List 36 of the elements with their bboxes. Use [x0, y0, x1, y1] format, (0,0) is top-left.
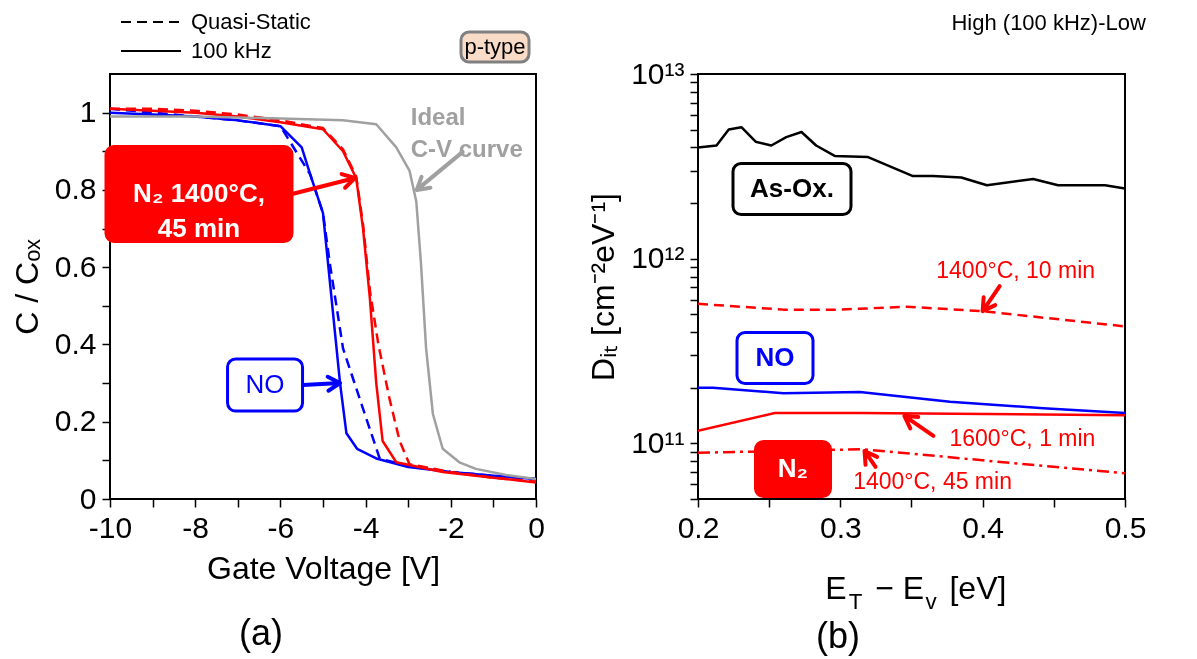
- annotation: Ideal C-V curve: [410, 102, 523, 162]
- x-tick-label: -4: [352, 510, 380, 544]
- y-tick-label: 10¹³: [631, 56, 685, 90]
- chart-title: High (100 kHz)-Low: [951, 10, 1146, 35]
- x-tick-label: -6: [267, 510, 295, 544]
- x-tick-label: 0.3: [819, 510, 862, 544]
- x-axis-title: Gate Voltage [V]: [206, 549, 441, 586]
- y-tick-label: 0.4: [54, 326, 97, 360]
- line-series: [698, 386, 1125, 415]
- annotation: 1600°C, 1 min: [949, 424, 1096, 451]
- x-tick-label: 0.5: [1104, 510, 1147, 544]
- y-axis-title: C / Cₒₓ: [8, 238, 45, 335]
- text: (b): [816, 615, 860, 656]
- annotation: 1400°C, 10 min: [936, 257, 1096, 284]
- y-tick-label: 0.2: [54, 404, 97, 438]
- y-tick-label: 10¹¹: [631, 425, 685, 459]
- y-tick-label: 10¹²: [631, 241, 685, 275]
- y-tick-label: 1: [79, 95, 97, 129]
- x-tick-label: 0.4: [962, 510, 1005, 544]
- x-tick-label: 0.2: [677, 510, 720, 544]
- text: 100 kHz: [191, 38, 272, 63]
- annotation: N₂: [777, 453, 809, 483]
- x-tick-label: -8: [182, 510, 210, 544]
- x-tick-label: 0: [528, 510, 545, 544]
- annotation: NO: [755, 342, 795, 372]
- text: p-type: [464, 34, 526, 59]
- text: (a): [239, 612, 283, 653]
- y-axis-title: Dᵢₜ [cm⁻²eV⁻¹]: [585, 193, 622, 381]
- annotation: 1400°C, 45 min: [853, 467, 1012, 494]
- text: Quasi-Static: [191, 9, 311, 34]
- x-tick-label: -2: [437, 510, 465, 544]
- annotation: As-Ox.: [750, 173, 834, 203]
- y-tick-label: 0.6: [54, 249, 97, 283]
- annotation: NO: [245, 369, 285, 400]
- y-tick-label: 0.8: [54, 172, 97, 206]
- annotation: N₂ 1400°C, 45 min: [133, 178, 265, 243]
